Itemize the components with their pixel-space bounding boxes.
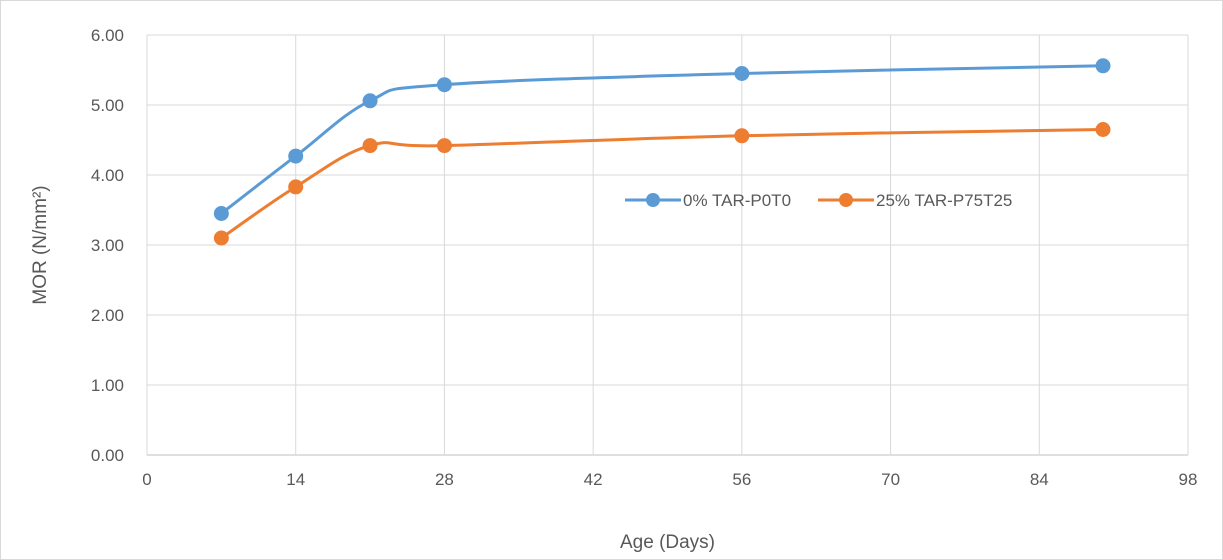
series-1-point bbox=[734, 66, 750, 81]
series-plot bbox=[213, 58, 1111, 246]
series-2-point bbox=[362, 138, 378, 154]
series-1-point bbox=[213, 206, 229, 221]
series-2-point bbox=[288, 179, 304, 195]
y-tick-label: 0.00 bbox=[91, 446, 124, 465]
series-2-point bbox=[213, 230, 229, 246]
y-tick-label: 3.00 bbox=[91, 236, 124, 255]
series-1-point bbox=[362, 93, 378, 109]
legend-label-1: 0% TAR-P0T0 bbox=[683, 191, 791, 210]
x-tick-label: 0 bbox=[142, 470, 151, 489]
x-tick-label: 28 bbox=[435, 470, 454, 489]
x-axis-title: Age (Days) bbox=[620, 532, 715, 553]
series-2-point bbox=[734, 128, 750, 144]
series-1-point bbox=[1095, 58, 1111, 74]
x-tick-label: 56 bbox=[732, 470, 751, 489]
legend-marker-2 bbox=[839, 193, 853, 207]
series-2-point bbox=[1095, 122, 1111, 137]
x-tick-label: 70 bbox=[881, 470, 900, 489]
legend: 0% TAR-P0T0 25% TAR-P75T25 bbox=[625, 191, 1012, 210]
x-tick-label: 14 bbox=[286, 470, 305, 489]
y-tick-label: 1.00 bbox=[91, 376, 124, 395]
series-1-point bbox=[436, 77, 452, 93]
y-axis-title: MOR (N/mm²) bbox=[30, 185, 51, 304]
y-tick-label: 5.00 bbox=[91, 96, 124, 115]
series-line-2 bbox=[220, 128, 1104, 240]
y-tick-label: 4.00 bbox=[91, 166, 124, 185]
grid-lines bbox=[146, 34, 1189, 456]
y-tick-label: 6.00 bbox=[91, 26, 124, 45]
y-tick-label: 2.00 bbox=[91, 306, 124, 325]
x-tick-label: 84 bbox=[1030, 470, 1049, 489]
legend-marker-1 bbox=[646, 193, 660, 207]
series-2-point bbox=[436, 138, 452, 154]
series-1-point bbox=[288, 148, 304, 164]
x-tick-label: 42 bbox=[584, 470, 603, 489]
legend-label-2: 25% TAR-P75T25 bbox=[876, 191, 1012, 210]
x-tick-label: 98 bbox=[1179, 470, 1198, 489]
axes: 0.00 1.00 2.00 3.00 4.00 5.00 6.00 0 14 28 42 56 70 8… bbox=[91, 26, 1198, 489]
